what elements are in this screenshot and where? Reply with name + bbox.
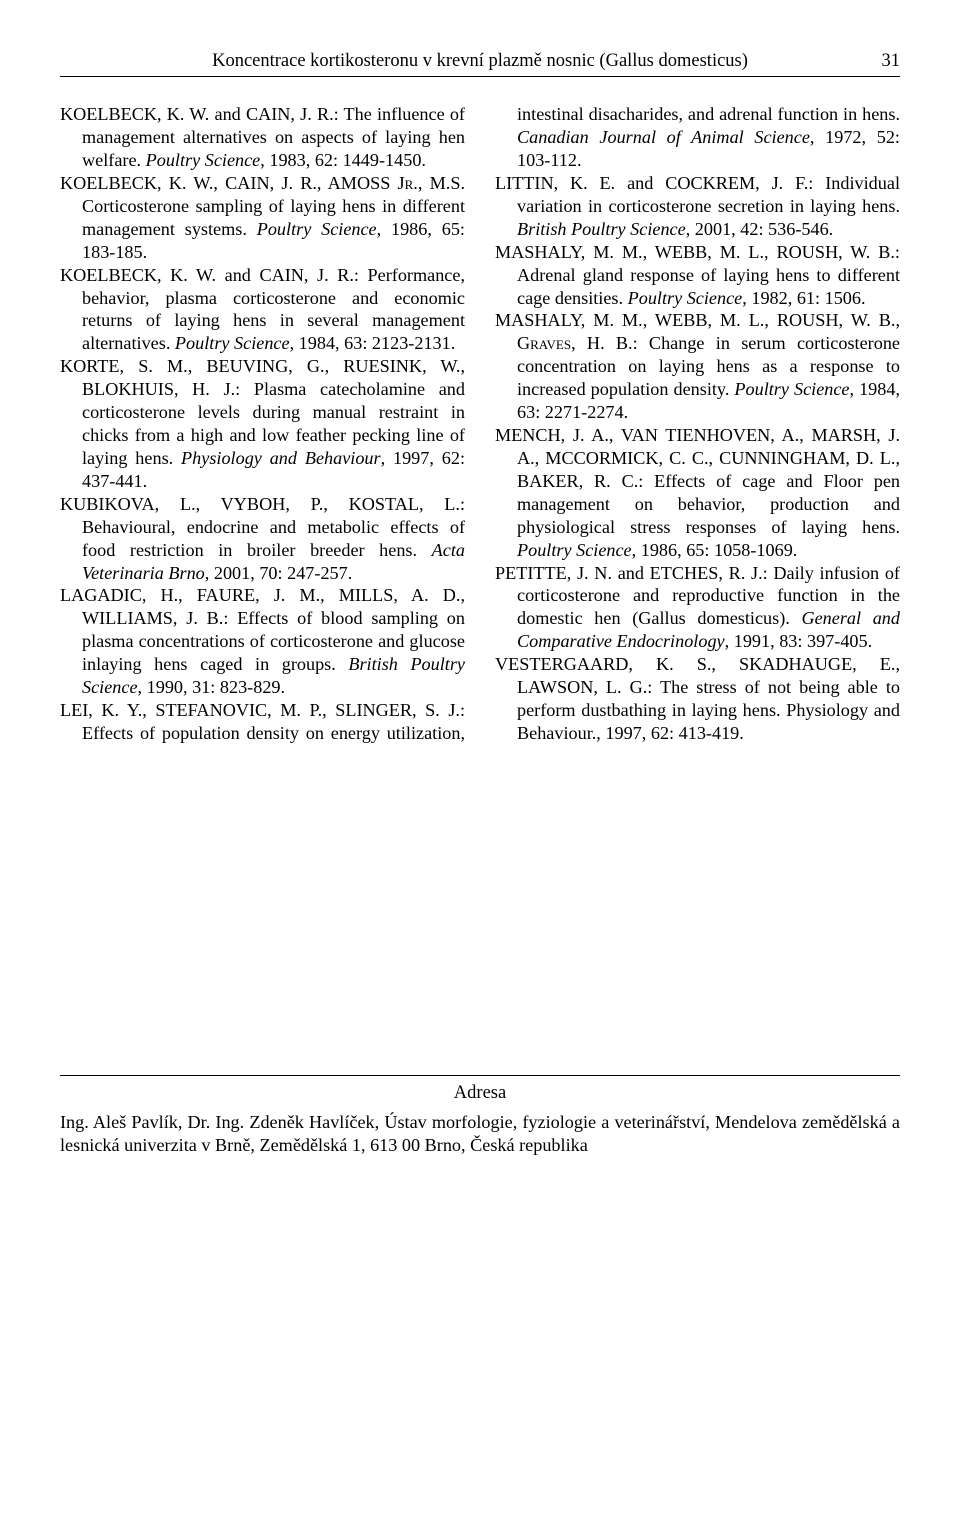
footer-block: Adresa Ing. Aleš Pavlík, Dr. Ing. Zdeněk… <box>60 1075 900 1157</box>
reference-entry: VESTERGAARD, K. S., SKADHAUGE, E., LAWSO… <box>495 653 900 745</box>
footer-address: Ing. Aleš Pavlík, Dr. Ing. Zdeněk Havlíč… <box>60 1111 900 1157</box>
page-number: 31 <box>870 50 900 73</box>
footer-divider <box>60 1075 900 1076</box>
reference-entry: KORTE, S. M., BEUVING, G., RUESINK, W., … <box>60 355 465 493</box>
reference-entry: PETITTE, J. N. and ETCHES, R. J.: Daily … <box>495 562 900 654</box>
reference-entry: KOELBECK, K. W. and CAIN, J. R.: The inf… <box>60 103 465 172</box>
reference-entry: KOELBECK, K. W., CAIN, J. R., AMOSS Jr.,… <box>60 172 465 264</box>
reference-entry: KOELBECK, K. W. and CAIN, J. R.: Perform… <box>60 264 465 356</box>
footer-label: Adresa <box>60 1082 900 1105</box>
reference-entry: MASHALY, M. M., WEBB, M. L., ROUSH, W. B… <box>495 241 900 310</box>
reference-entry: KUBIKOVA, L., VYBOH, P., KOSTAL, L.: Beh… <box>60 493 465 585</box>
reference-entry: MENCH, J. A., VAN TIENHOVEN, A., MARSH, … <box>495 424 900 562</box>
reference-entry: LAGADIC, H., FAURE, J. M., MILLS, A. D.,… <box>60 584 465 699</box>
reference-entry: MASHALY, M. M., WEBB, M. L., ROUSH, W. B… <box>495 309 900 424</box>
header-title: Koncentrace kortikosteronu v krevní plaz… <box>90 50 870 73</box>
references-columns: KOELBECK, K. W. and CAIN, J. R.: The inf… <box>60 103 900 745</box>
running-header: Koncentrace kortikosteronu v krevní plaz… <box>60 50 900 77</box>
reference-entry: LITTIN, K. E. and COCKREM, J. F.: Indivi… <box>495 172 900 241</box>
